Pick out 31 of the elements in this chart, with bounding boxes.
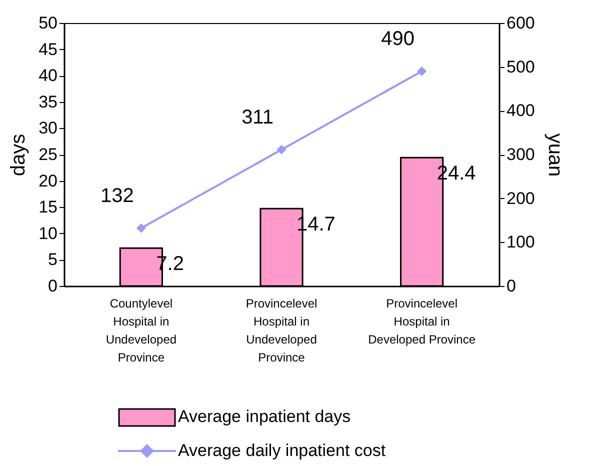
point [136,223,146,233]
y-tick-label: 45 [38,40,58,59]
y-axis-title: days [8,134,30,176]
y2-tick-label: 600 [506,14,535,32]
y2-tick-label: 100 [506,232,535,252]
y-tick-label: 20 [38,171,58,190]
y-tick-label: 50 [38,14,58,32]
x-tick-label: Countylevel Hospital in Undeveloped Province [106,296,177,364]
data-label: 490 [381,28,415,50]
legend-label: Average inpatient days [178,407,351,427]
y-tick-label: 0 [48,276,58,296]
y-tick-label: 35 [38,92,58,112]
point [417,66,427,76]
y2-tick-label: 0 [506,276,516,296]
legend-label: Average daily inpatient cost [178,441,386,461]
y2-tick-label: 400 [506,101,535,120]
y-tick-label: 25 [38,145,58,164]
y-tick-label: 15 [38,198,58,217]
y2-tick-label: 200 [506,188,535,208]
y2-tick-label: 300 [506,145,535,164]
y-tick-label: 5 [48,250,58,270]
y-tick-label: 40 [38,66,58,86]
point [276,144,286,154]
data-label: 311 [242,106,274,129]
y-tick-label: 30 [38,118,58,138]
data-label: 132 [100,185,134,208]
y-tick-label: 10 [38,224,58,243]
y2-tick-label: 500 [506,57,535,76]
x-tick-label: Provincelevel Hospital in Developed Province [368,296,476,346]
y2-axis-title: yuan [544,133,566,177]
x-tick-label: Provincelevel Hospital in Undeveloped Province [246,296,318,364]
